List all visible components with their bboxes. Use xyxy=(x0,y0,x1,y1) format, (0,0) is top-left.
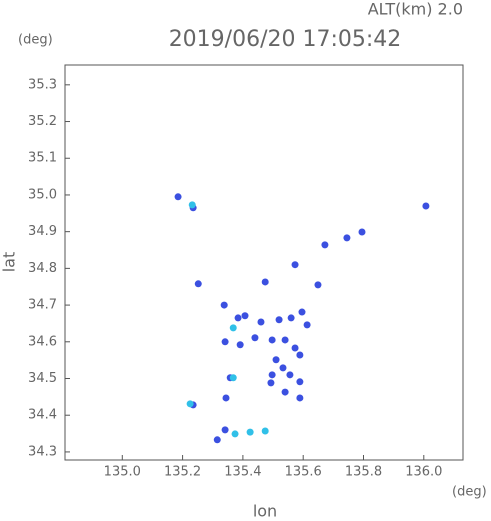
radar-echo xyxy=(174,193,182,201)
radar-echo xyxy=(257,318,265,326)
radar-echo xyxy=(213,436,221,444)
x-tick-label: 135.6 xyxy=(285,465,322,480)
radar-echo xyxy=(222,394,230,402)
radar-echo xyxy=(229,374,237,382)
x-tick-label: 136.0 xyxy=(405,465,442,480)
radar-echo xyxy=(296,351,304,359)
y-axis-label: lat xyxy=(0,252,19,273)
radar-echo xyxy=(231,430,239,438)
radar-echo xyxy=(221,426,229,434)
radar-echo xyxy=(358,228,366,236)
x-unit: (deg) xyxy=(452,485,487,500)
radar-echo xyxy=(314,281,322,289)
radar-echo xyxy=(268,371,276,379)
x-tick-label: 135.4 xyxy=(224,465,261,480)
radar-echo xyxy=(188,201,196,209)
radar-echo xyxy=(281,388,289,396)
radar-echo xyxy=(220,301,228,309)
y-tick-label: 34.3 xyxy=(28,444,57,459)
radar-echo xyxy=(281,336,289,344)
radar-echo xyxy=(251,334,259,342)
radar-echo xyxy=(298,308,306,316)
radar-echo xyxy=(267,379,275,387)
y-tick-label: 34.9 xyxy=(28,224,57,239)
y-tick-label: 34.6 xyxy=(28,334,57,349)
radar-echo xyxy=(291,344,299,352)
radar-echo xyxy=(296,378,304,386)
radar-echo xyxy=(343,234,351,242)
radar-echo xyxy=(261,278,269,286)
radar-echo xyxy=(229,324,237,332)
radar-echo xyxy=(286,371,294,379)
radar-echo xyxy=(321,241,329,249)
radar-echo xyxy=(241,312,249,320)
radar-echo xyxy=(186,400,194,408)
plot-frame xyxy=(64,64,464,461)
radar-echo xyxy=(296,394,304,402)
radar-echo xyxy=(268,336,276,344)
altitude: ALT(km) 2.0 xyxy=(368,0,463,19)
y-tick-label: 35.1 xyxy=(28,151,57,166)
radar-echo xyxy=(236,341,244,349)
radar-echo xyxy=(272,356,280,364)
radar-echo xyxy=(291,261,299,269)
radar-echo xyxy=(422,202,430,210)
y-tick-label: 35.3 xyxy=(28,77,57,92)
x-tick-label: 135.8 xyxy=(345,465,382,480)
y-tick-label: 34.5 xyxy=(28,371,57,386)
y-unit: (deg) xyxy=(18,33,53,48)
y-tick-label: 34.7 xyxy=(28,298,57,313)
radar-echo xyxy=(275,316,283,324)
radar-echo xyxy=(221,338,229,346)
radar-echo xyxy=(279,364,287,372)
radar-echo xyxy=(287,314,295,322)
radar-echo xyxy=(246,428,254,436)
y-tick-label: 34.8 xyxy=(28,261,57,276)
y-tick-label: 34.4 xyxy=(28,408,57,423)
radar-echo xyxy=(194,280,202,288)
radar-echo xyxy=(234,314,242,322)
y-tick-label: 35.2 xyxy=(28,114,57,129)
x-tick-label: 135.2 xyxy=(164,465,201,480)
x-tick-label: 135.0 xyxy=(104,465,141,480)
y-tick-label: 35.0 xyxy=(28,187,57,202)
radar-echo xyxy=(261,427,269,435)
x-axis-label: lon xyxy=(253,502,277,521)
chart-title: 2019/06/20 17:05:42 xyxy=(169,27,402,52)
radar-echo xyxy=(303,321,311,329)
